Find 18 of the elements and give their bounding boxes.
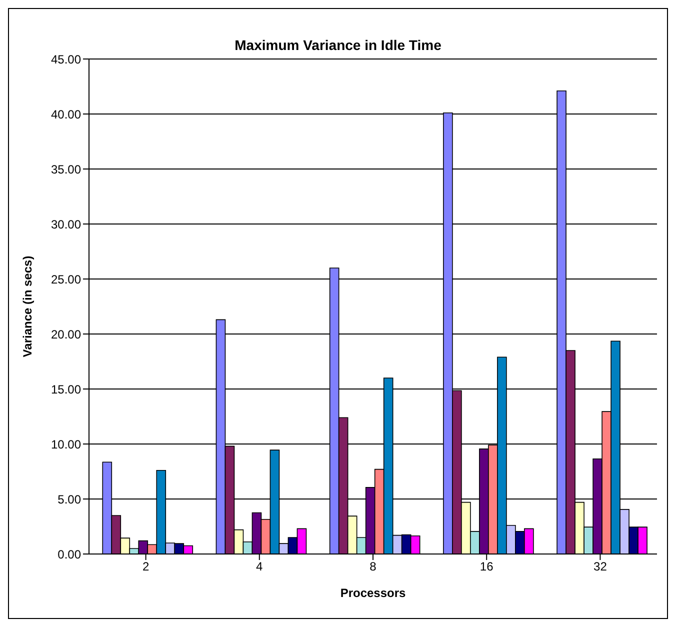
y-tick-label: 30.00 xyxy=(50,217,82,232)
x-tick-label: 4 xyxy=(256,560,264,574)
y-tick-label: 0.00 xyxy=(58,547,82,562)
y-axis-title: Variance (in secs) xyxy=(20,256,34,358)
chart-title: Maximum Variance in Idle Time xyxy=(234,37,442,53)
y-tick-label: 25.00 xyxy=(50,272,82,286)
x-tick-label: 8 xyxy=(370,560,377,574)
y-tick-label: 45.00 xyxy=(50,52,82,66)
y-tick-label: 5.00 xyxy=(58,492,82,506)
x-tick-label: 2 xyxy=(142,560,150,574)
y-tick-label: 20.00 xyxy=(50,327,82,342)
y-tick-label: 35.00 xyxy=(50,162,82,176)
y-tick-label: 15.00 xyxy=(50,382,82,396)
y-tick-label: 10.00 xyxy=(50,437,82,452)
x-axis-title: Processors xyxy=(340,586,406,600)
x-tick-label: 16 xyxy=(480,560,494,574)
y-tick-label: 40.00 xyxy=(50,107,82,122)
x-tick-label: 32 xyxy=(594,560,608,574)
